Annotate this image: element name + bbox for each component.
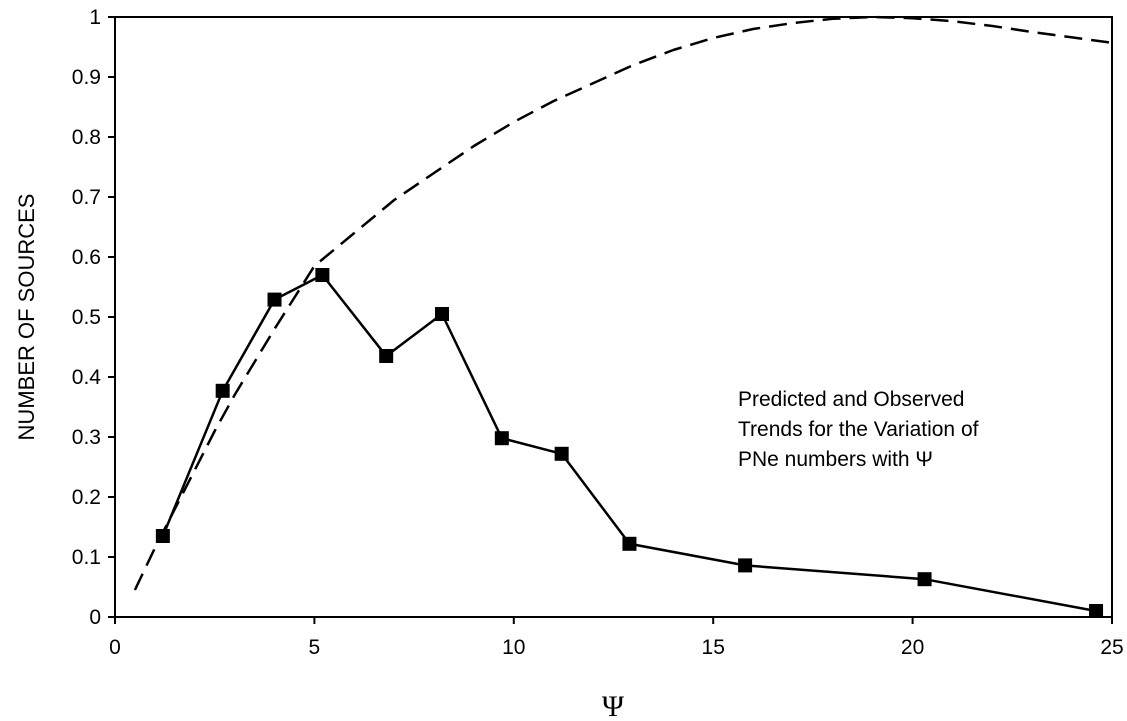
y-tick-label: 0.4 (72, 366, 102, 389)
y-tick-label: 1 (89, 6, 101, 29)
x-tick-label: 25 (1100, 636, 1123, 659)
x-tick-label: 5 (309, 636, 321, 659)
data-point-square (435, 307, 450, 321)
data-point-square (215, 383, 230, 398)
data-point-square (554, 446, 569, 461)
observed-line (161, 273, 1097, 613)
y-tick-label: 0.1 (72, 546, 101, 569)
y-tick-label: 0.3 (72, 426, 101, 449)
x-tick-label: 20 (901, 636, 924, 659)
y-tick-label: 0.8 (72, 126, 101, 149)
y-tick-label: 0.6 (72, 246, 101, 269)
x-tick-label: 0 (109, 636, 121, 659)
data-point-square (622, 536, 637, 551)
y-axis: 0 0.1 0.2 0.3 0.4 0.5 0.6 0.7 0.8 0.9 1 (72, 6, 115, 629)
data-point-square (1089, 604, 1104, 618)
annotation-line-1: Predicted and Observed (738, 388, 964, 411)
y-tick-label: 0 (89, 606, 101, 629)
data-point-square (379, 349, 394, 363)
data-point-square (315, 268, 330, 282)
y-tick-label: 0.7 (72, 186, 101, 209)
predicted-dashed-line (133, 15, 1113, 591)
annotation-line-3: PNe numbers with Ψ (738, 448, 933, 471)
y-axis-label: NUMBER OF SOURCES (14, 194, 39, 441)
x-tick-label: 10 (502, 636, 525, 659)
data-point-square (917, 572, 932, 587)
data-point-square (494, 431, 509, 446)
y-tick-label: 0.2 (72, 486, 101, 509)
x-tick-label: 15 (702, 636, 725, 659)
series-layer (133, 15, 1113, 618)
data-point-square (267, 292, 282, 307)
annotation-line-2: Trends for the Variation of (738, 418, 979, 441)
y-tick-label: 0.5 (72, 306, 101, 329)
x-axis-label: Ψ (602, 690, 625, 721)
y-tick-label: 0.9 (72, 66, 101, 89)
x-axis: 0 5 10 15 20 25 (109, 617, 1124, 659)
data-point-square (738, 558, 753, 573)
